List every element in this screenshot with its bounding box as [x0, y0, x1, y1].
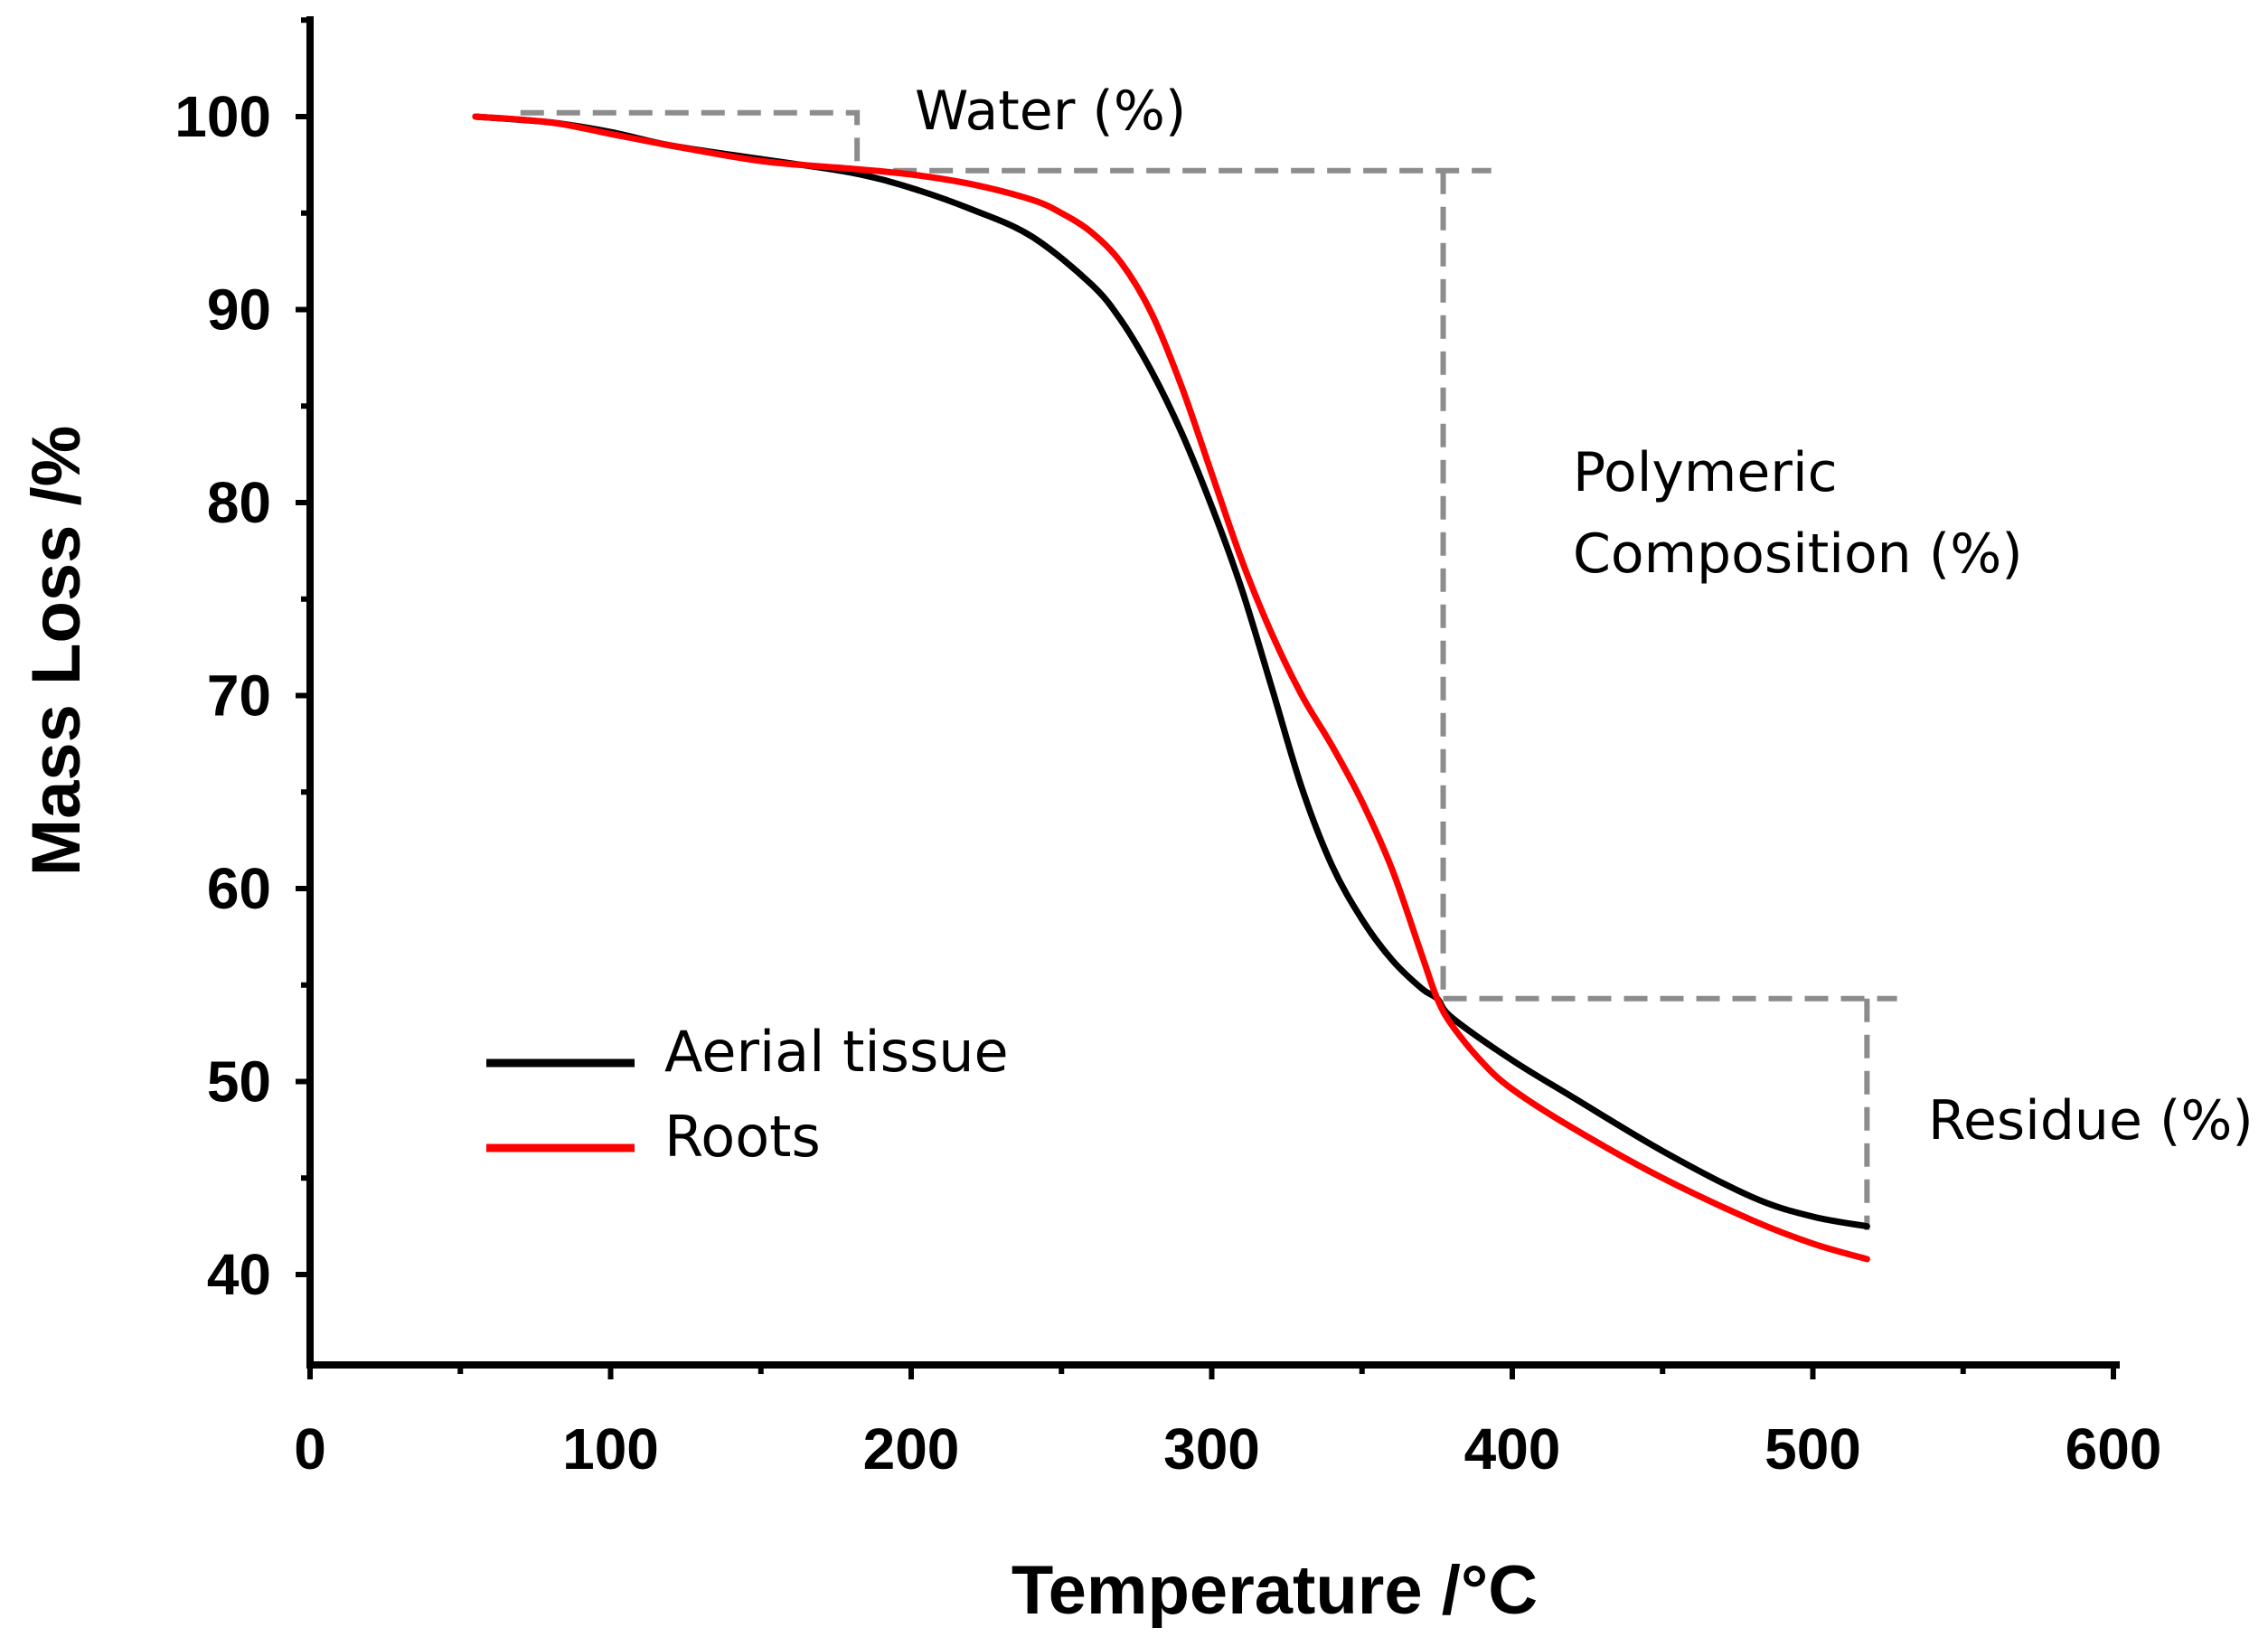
x-tick-label: 600 [2066, 1416, 2162, 1482]
y-tick-label: 80 [207, 470, 271, 535]
x-axis-title: Temperature /°C [1012, 1552, 1538, 1629]
y-tick-label: 100 [174, 84, 271, 149]
series-roots [472, 113, 1870, 1263]
x-tick-label: 100 [562, 1416, 659, 1482]
x-tick-label: 400 [1464, 1416, 1561, 1482]
axis-ticks [296, 17, 2116, 1379]
annotation-polymeric-line1: Polymeric [1573, 441, 1838, 504]
legend-label-roots: Roots [664, 1104, 821, 1170]
x-tick-label: 0 [294, 1416, 326, 1482]
x-tick-label: 500 [1765, 1416, 1861, 1482]
axis-tick-labels: 0 100 200 300 400 500 600 40 50 60 70 80 90 100 [174, 84, 2161, 1482]
annotation-water: Water (%) [915, 80, 1186, 143]
legend: Aerial tissue Roots [486, 1019, 1009, 1170]
annotation-polymeric-line2: Composition (%) [1573, 522, 2023, 586]
series-group [472, 113, 1870, 1263]
x-tick-label: 300 [1163, 1416, 1260, 1482]
y-tick-label: 70 [207, 663, 271, 729]
legend-label-aerial: Aerial tissue [664, 1019, 1009, 1085]
y-tick-label: 50 [207, 1049, 271, 1115]
guide-lines [520, 109, 1897, 1230]
y-tick-label: 60 [207, 856, 271, 921]
guide-water [520, 109, 861, 171]
y-axis-title: Mass Loss /% [18, 426, 95, 876]
x-tick-label: 200 [863, 1416, 960, 1482]
y-tick-label: 40 [207, 1242, 271, 1307]
y-tick-label: 90 [207, 278, 271, 343]
annotation-residue: Residue (%) [1928, 1089, 2254, 1152]
